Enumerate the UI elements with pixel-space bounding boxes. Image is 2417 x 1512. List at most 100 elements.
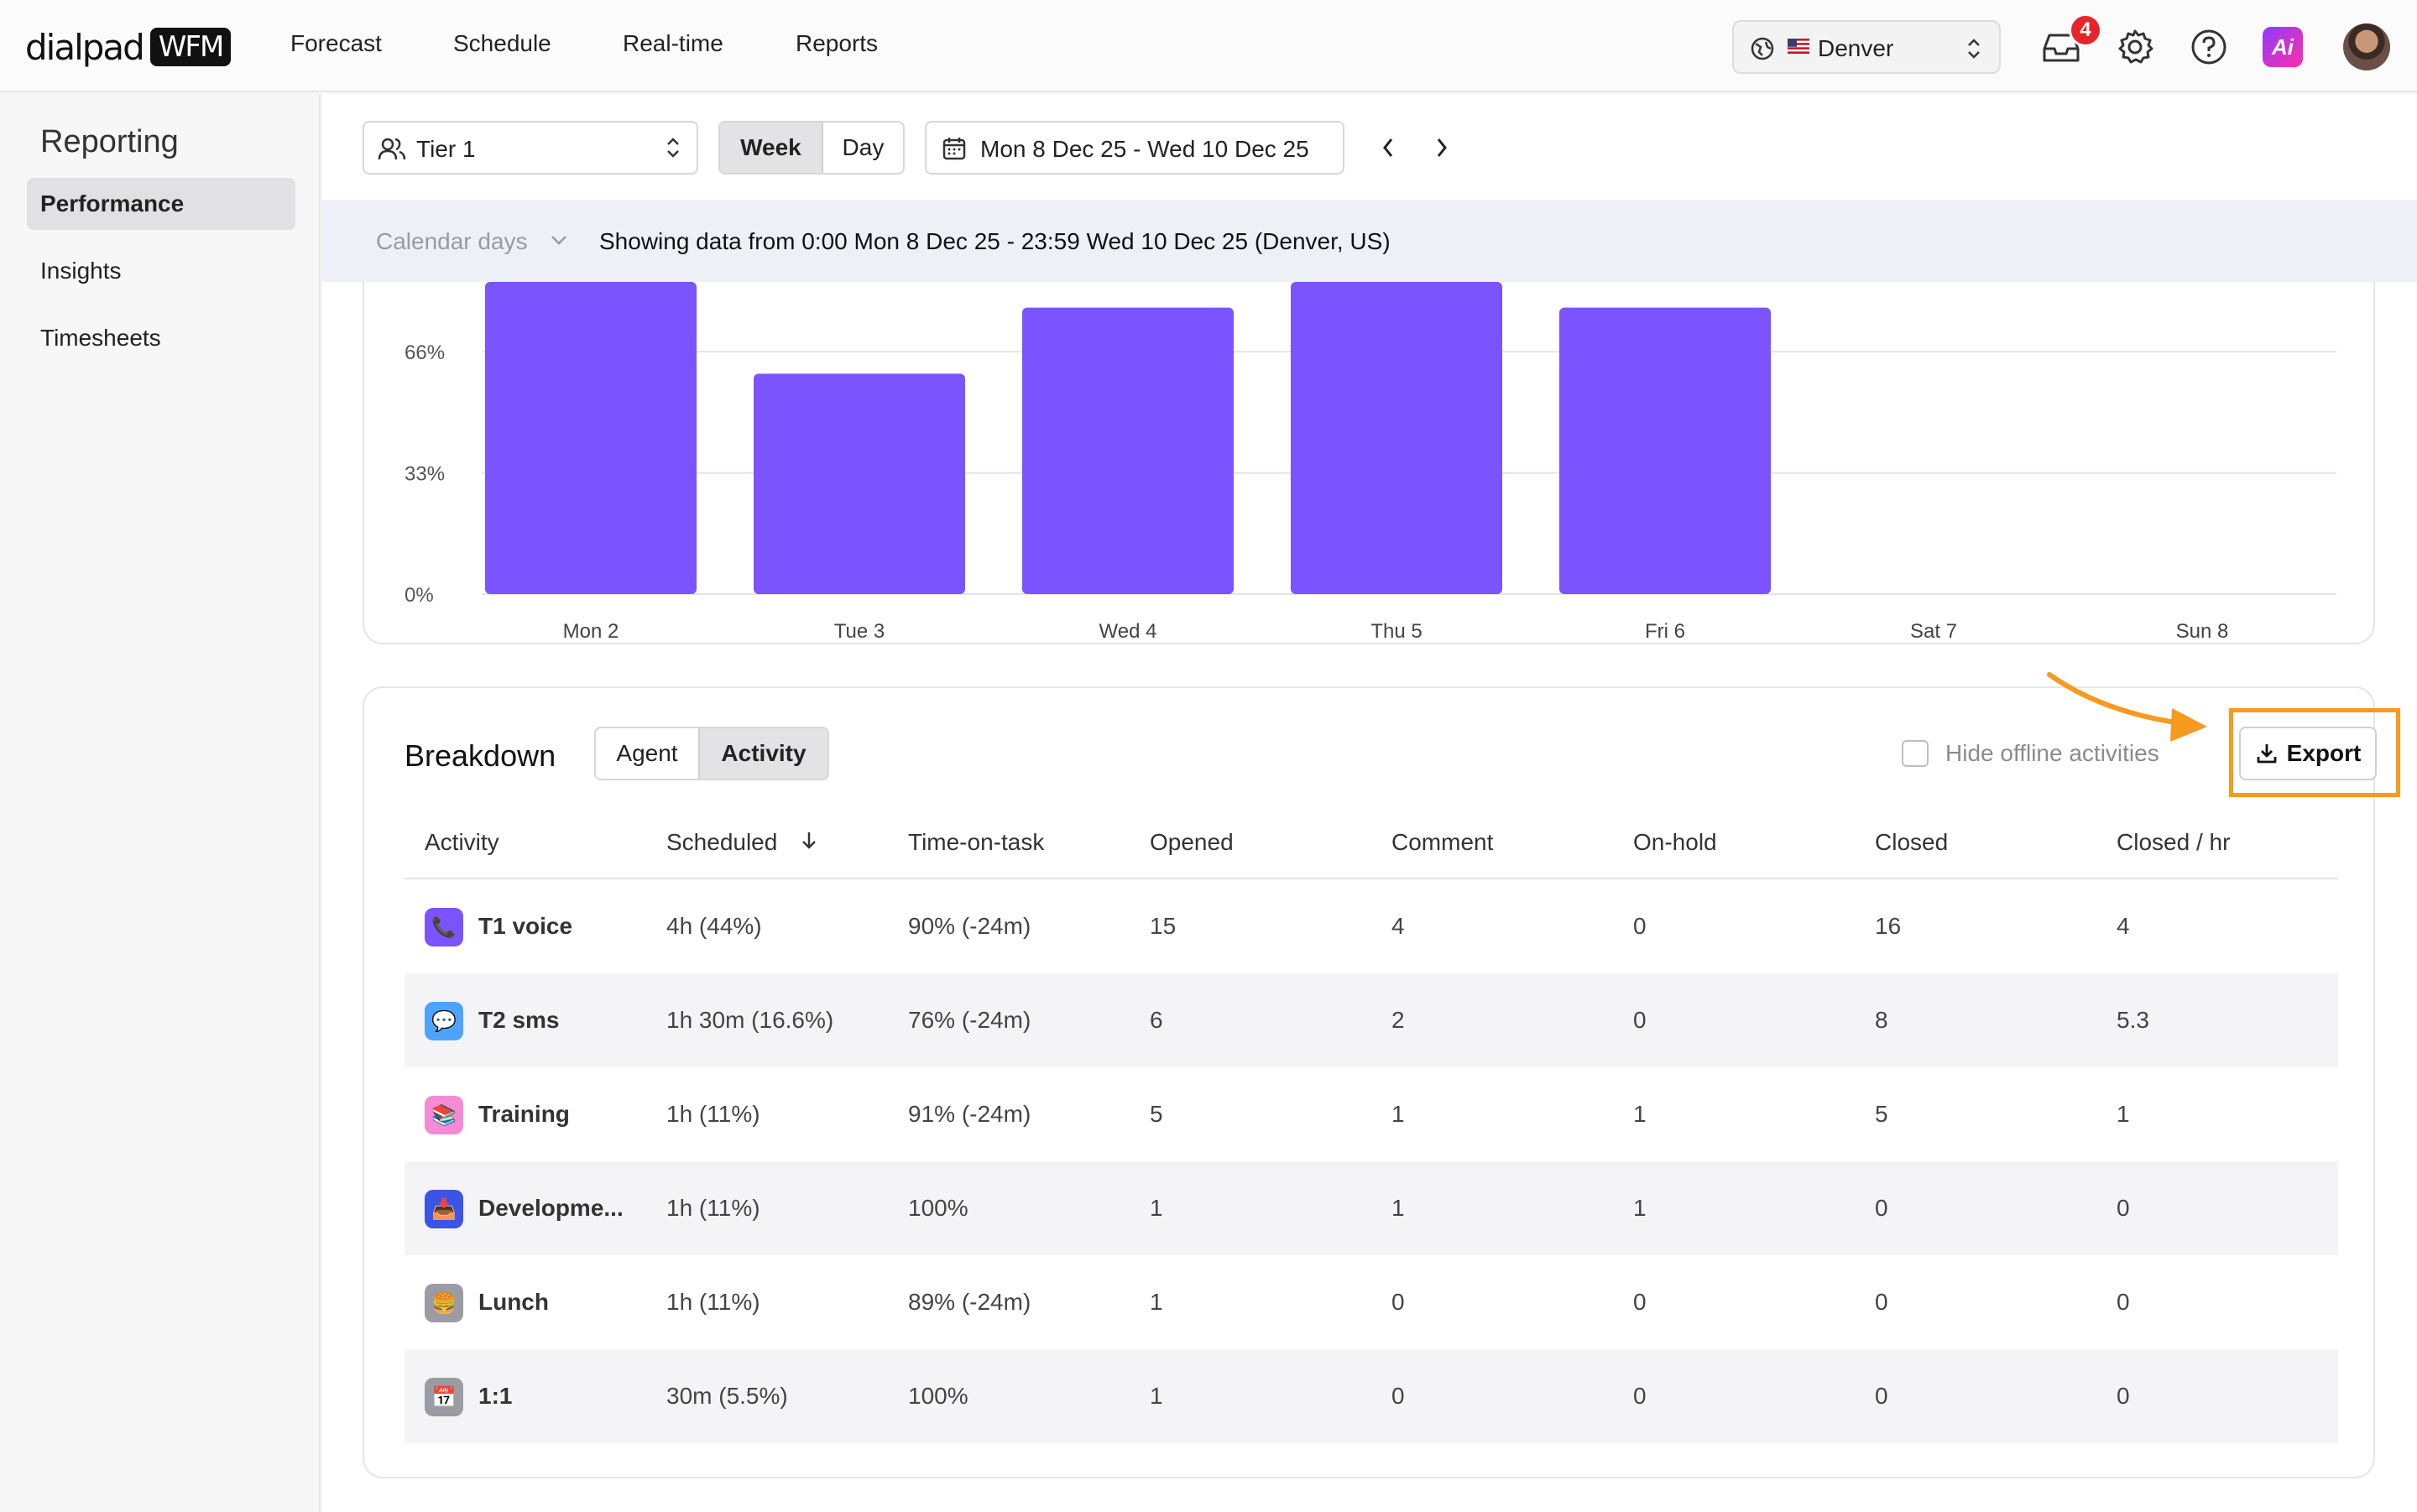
sidebar-item-performance[interactable]: Performance <box>27 178 295 230</box>
avatar[interactable] <box>2343 23 2390 70</box>
breakdown-title: Breakdown <box>405 738 556 773</box>
table-row[interactable]: 💬 T2 sms 1h 30m (16.6%) 76% (-24m) 6 2 0 8 5.3 <box>405 973 2338 1067</box>
nav-reports[interactable]: Reports <box>796 30 879 56</box>
cell-closed: 5 <box>1875 1101 1888 1127</box>
agent-activity-toggle: Agent Activity <box>594 727 829 780</box>
globe-icon <box>1749 35 1776 66</box>
sidebar-item-insights[interactable]: Insights <box>40 258 122 284</box>
x-tick-label: Sun 8 <box>2176 620 2229 643</box>
ai-assistant-button[interactable]: Ai <box>2263 27 2303 67</box>
agent-tab[interactable]: Agent <box>596 728 700 779</box>
cell-tot: 100% <box>908 1383 968 1409</box>
logo-badge: WFM <box>149 28 232 66</box>
bar[interactable] <box>485 282 697 594</box>
chat-bubble-icon: 💬 <box>425 1002 463 1040</box>
cell-comment: 1 <box>1391 1195 1405 1221</box>
cell-opened: 1 <box>1150 1195 1163 1221</box>
cell-scheduled: 4h (44%) <box>666 913 762 939</box>
tier-label: Tier 1 <box>416 136 476 162</box>
x-tick-label: Wed 4 <box>1099 620 1157 643</box>
cell-opened: 15 <box>1150 913 1177 939</box>
cell-closed: 0 <box>1875 1195 1888 1221</box>
x-tick-label: Tue 3 <box>834 620 885 643</box>
activity-tab[interactable]: Activity <box>700 728 827 779</box>
col-opened[interactable]: Opened <box>1150 829 1234 855</box>
table-row[interactable]: 📅 1:1 30m (5.5%) 100% 1 0 0 0 0 <box>405 1349 2338 1443</box>
date-info-bar: Calendar days Showing data from 0:00 Mon… <box>322 200 2417 282</box>
bar-chart: 0% 33% 66% Mon 2 Tue 3 Wed 4 Thu 5 Fri 6 Sat 7 Su… <box>405 282 2336 643</box>
col-closed-per-hr[interactable]: Closed / hr <box>2117 829 2231 855</box>
inbox-icon: 📥 <box>425 1190 463 1228</box>
cell-onhold: 0 <box>1633 1007 1647 1033</box>
cell-scheduled: 1h 30m (16.6%) <box>666 1007 834 1033</box>
date-range-message: Showing data from 0:00 Mon 8 Dec 25 - 23… <box>599 228 1391 254</box>
cell-scheduled: 1h (11%) <box>666 1101 760 1127</box>
help-icon[interactable] <box>2185 23 2232 70</box>
cell-closed: 16 <box>1875 913 1902 939</box>
export-button[interactable]: Export <box>2239 727 2377 780</box>
sort-arrow-down-icon[interactable] <box>799 829 819 858</box>
cell-scheduled: 1h (11%) <box>666 1195 760 1221</box>
download-icon <box>2257 744 2277 764</box>
date-range-label: Mon 8 Dec 25 - Wed 10 Dec 25 <box>980 136 1309 162</box>
location-select[interactable]: Denver <box>1732 20 2001 74</box>
chevron-up-down-icon <box>1965 35 1982 66</box>
cell-comment: 1 <box>1391 1101 1405 1127</box>
table-row[interactable]: 📚 Training 1h (11%) 91% (-24m) 5 1 1 5 1 <box>405 1067 2338 1161</box>
table-body: 📞 T1 voice 4h (44%) 90% (-24m) 15 4 0 16 4 💬 T2 sm… <box>405 879 2338 1443</box>
cell-onhold: 0 <box>1633 1289 1647 1315</box>
nav-real-time[interactable]: Real-time <box>623 30 723 56</box>
table-row[interactable]: 🍔 Lunch 1h (11%) 89% (-24m) 1 0 0 0 0 <box>405 1255 2338 1349</box>
hide-offline-checkbox[interactable] <box>1902 740 1929 767</box>
annotation-arrow-icon <box>2047 672 2207 742</box>
logo-word: dialpad <box>25 26 145 68</box>
cell-perhr: 4 <box>2117 913 2130 939</box>
us-flag-icon <box>1788 39 1809 54</box>
day-button[interactable]: Day <box>842 134 885 160</box>
bar[interactable] <box>1559 307 1771 594</box>
sidebar-item-timesheets[interactable]: Timesheets <box>40 325 161 351</box>
chevron-up-down-icon <box>665 134 681 167</box>
gear-icon[interactable] <box>2112 23 2159 70</box>
tier-select[interactable]: Tier 1 <box>363 121 698 175</box>
users-icon <box>378 136 406 169</box>
col-on-hold[interactable]: On-hold <box>1633 829 1717 855</box>
cell-tot: 100% <box>908 1195 968 1221</box>
hide-offline-toggle[interactable]: Hide offline activities <box>1902 740 2159 767</box>
cell-closed: 0 <box>1875 1289 1888 1315</box>
breakdown-card: Breakdown Agent Activity Hide offline ac… <box>363 686 2400 1478</box>
col-scheduled[interactable]: Scheduled <box>666 829 778 855</box>
nav-schedule[interactable]: Schedule <box>453 30 551 56</box>
export-highlight-box <box>2229 708 2400 797</box>
table-row[interactable]: 📞 T1 voice 4h (44%) 90% (-24m) 15 4 0 16 4 <box>405 879 2338 973</box>
week-button[interactable]: Week <box>720 123 823 173</box>
table-row[interactable]: 📥 Developme... 1h (11%) 100% 1 1 1 0 0 <box>405 1161 2338 1255</box>
cell-comment: 0 <box>1391 1383 1405 1409</box>
y-tick-label: 66% <box>405 342 445 364</box>
x-tick-label: Mon 2 <box>563 620 619 643</box>
table-header: Activity Scheduled Time-on-task Opened C… <box>405 806 2338 879</box>
sidebar-title: Reporting <box>40 124 179 159</box>
bar[interactable] <box>1291 282 1502 594</box>
hide-offline-label: Hide offline activities <box>1945 740 2159 766</box>
nav-forecast[interactable]: Forecast <box>290 30 382 56</box>
activity-name: 1:1 <box>478 1383 513 1409</box>
bar[interactable] <box>754 373 965 594</box>
date-range-picker[interactable]: Mon 8 Dec 25 - Wed 10 Dec 25 <box>925 121 1344 175</box>
col-activity[interactable]: Activity <box>425 829 499 855</box>
chevron-left-icon[interactable] <box>1368 128 1408 168</box>
chevron-right-icon[interactable] <box>1422 128 1462 168</box>
dialpad-wfm-logo[interactable]: dialpad WFM <box>25 25 232 69</box>
books-icon: 📚 <box>425 1096 463 1134</box>
col-closed[interactable]: Closed <box>1875 829 1949 855</box>
cell-closed: 0 <box>1875 1383 1888 1409</box>
activity-name: Developme... <box>478 1195 624 1221</box>
chevron-down-icon <box>549 232 569 253</box>
inbox-icon[interactable] <box>2038 23 2085 70</box>
cell-tot: 90% (-24m) <box>908 913 1031 939</box>
x-tick-label: Thu 5 <box>1370 620 1422 643</box>
col-time-on-task[interactable]: Time-on-task <box>908 829 1045 855</box>
col-comment[interactable]: Comment <box>1391 829 1494 855</box>
bar[interactable] <box>1022 307 1234 594</box>
calendar-days-select[interactable]: Calendar days <box>376 228 528 254</box>
